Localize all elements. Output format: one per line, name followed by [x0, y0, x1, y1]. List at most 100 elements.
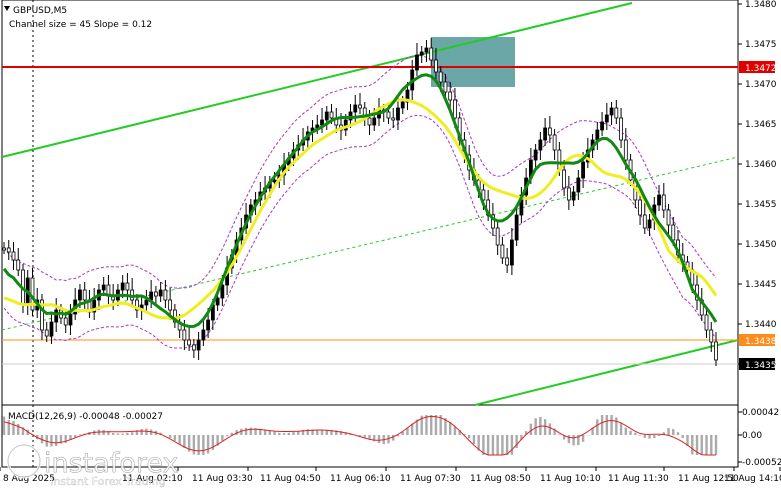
candle-body — [392, 118, 395, 120]
macd-bar — [202, 435, 204, 455]
macd-bar — [183, 435, 185, 448]
macd-bar — [572, 435, 574, 445]
macd-bar — [112, 433, 114, 435]
macd-bar — [178, 435, 180, 444]
time-axis-label: 11 Aug 07:30 — [400, 474, 461, 484]
macd-bar — [117, 433, 119, 435]
macd-bar — [534, 418, 536, 435]
candle-body — [330, 112, 333, 118]
watermark-tagline: Instant Forex Trading — [50, 475, 166, 488]
candle-body — [121, 283, 124, 290]
macd-bar — [3, 417, 5, 435]
macd-bar — [596, 419, 598, 435]
candle-body — [3, 248, 6, 250]
candle-body — [453, 100, 456, 118]
candle-body — [672, 225, 675, 240]
candle-body — [216, 298, 219, 305]
candle-body — [197, 340, 200, 350]
candle-body — [321, 120, 324, 125]
macd-bar — [691, 435, 693, 454]
candle-body — [159, 290, 162, 296]
macd-bar — [292, 432, 294, 435]
candle-body — [192, 345, 195, 350]
candle-body — [45, 330, 48, 336]
candle-body — [387, 112, 390, 118]
price-axis: 1.34801.34751.34701.34651.34601.34551.34… — [738, 0, 777, 370]
macd-bar — [197, 435, 199, 455]
indicator-text: Channel size = 45 Slope = 0.12 — [9, 20, 152, 30]
macd-bar — [582, 435, 584, 442]
macd-bar — [487, 435, 489, 455]
macd-bar — [273, 432, 275, 435]
candle-body — [55, 310, 58, 322]
candle-body — [415, 55, 418, 70]
candle-body — [145, 300, 148, 305]
macd-bar — [701, 435, 703, 455]
candle-body — [359, 105, 362, 108]
candle-body — [510, 240, 513, 265]
candle-body — [539, 140, 542, 150]
macd-bar — [245, 428, 247, 435]
main-pane[interactable] — [2, 0, 738, 405]
macd-bar — [530, 424, 532, 435]
candle-body — [648, 220, 651, 228]
macd-bar — [126, 433, 128, 435]
candle-body — [50, 322, 53, 336]
macd-bar — [634, 433, 636, 435]
macd-bar — [288, 433, 290, 435]
macd-bar — [648, 435, 650, 439]
macd-bar — [121, 434, 123, 435]
time-axis-label: 11 Aug 11:30 — [608, 474, 669, 484]
candle-body — [83, 290, 86, 300]
candle-body — [544, 128, 547, 140]
macd-bar — [468, 435, 470, 438]
macd-bar — [511, 435, 513, 455]
price-axis-label: 1.3455 — [745, 200, 777, 210]
candle-body — [705, 315, 708, 330]
macd-bar — [8, 420, 10, 435]
candle-body — [202, 330, 205, 340]
candle-body — [710, 330, 713, 342]
macd-bar — [102, 430, 104, 435]
macd-bar — [549, 423, 551, 435]
candle-body — [615, 108, 618, 118]
macd-axis-label: 0.00042 — [742, 408, 779, 418]
candle-body — [506, 258, 509, 265]
time-axis-label: 11 Aug 08:50 — [470, 474, 531, 484]
macd-bar — [17, 424, 19, 435]
candle-body — [639, 200, 642, 215]
candle-body — [534, 150, 537, 160]
candle-body — [69, 314, 72, 325]
macd-bar — [705, 435, 707, 455]
candle-body — [434, 60, 437, 72]
candle-body — [354, 105, 357, 112]
candle-body — [515, 215, 518, 240]
macd-bar — [221, 435, 223, 441]
candle-body — [624, 140, 627, 160]
macd-bar — [568, 435, 570, 443]
macd-bar — [174, 435, 176, 441]
candle-body — [102, 285, 105, 290]
candle-body — [582, 162, 585, 178]
macd-bar — [644, 435, 646, 438]
macd-bar — [501, 435, 503, 455]
candle-body — [596, 130, 599, 140]
macd-bar — [710, 435, 712, 455]
macd-bar — [677, 432, 679, 435]
candle-body — [620, 118, 623, 140]
svg-text:1.3435: 1.3435 — [745, 361, 777, 371]
candle-body — [496, 228, 499, 245]
macd-label: MACD(12,26,9) -0.00048 -0.00027 — [8, 412, 163, 422]
candle-body — [501, 245, 504, 258]
candle-body — [572, 192, 575, 200]
candle-body — [188, 340, 191, 345]
candle-body — [444, 82, 447, 92]
macd-bar — [620, 423, 622, 435]
candle-body — [396, 108, 399, 120]
macd-bar — [473, 435, 475, 444]
macd-bar — [601, 415, 603, 435]
macd-bar — [226, 435, 228, 436]
macd-axis-label: -0.00052 — [742, 458, 781, 468]
